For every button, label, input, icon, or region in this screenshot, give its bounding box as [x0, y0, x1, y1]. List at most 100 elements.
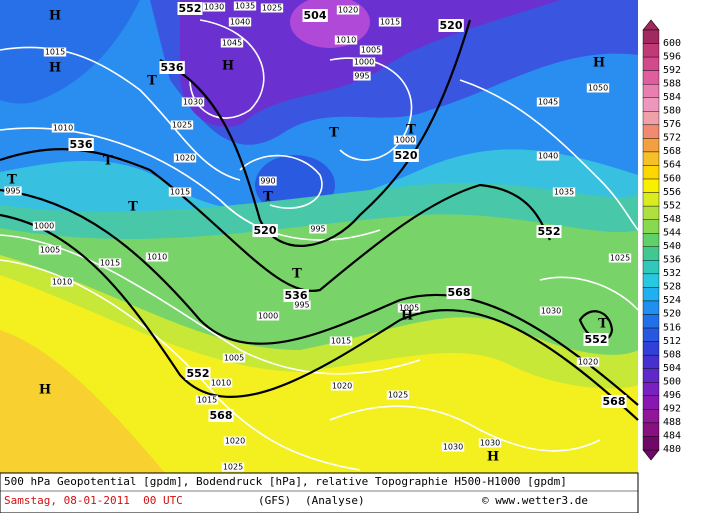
colorbar-swatch: [642, 56, 660, 71]
label-background: [309, 224, 327, 234]
isobar-label: 1035: [554, 188, 574, 197]
colorbar-swatch: [642, 70, 660, 85]
label-background: [159, 61, 185, 74]
isobar-label: 1015: [170, 188, 190, 197]
isobar-label: 1025: [388, 391, 408, 400]
label-background: [228, 17, 252, 27]
colorbar-label: 508: [663, 349, 681, 360]
label-background: [552, 187, 576, 197]
isobar: [539, 276, 639, 311]
isobar: [329, 405, 601, 452]
colorbar-swatch: [642, 124, 660, 139]
colorbar-label: 536: [663, 255, 681, 266]
isobar-label: 1000: [258, 312, 278, 321]
pressure-center: H: [49, 61, 61, 76]
footer-description: 500 hPa Geopotential [gpdm], Bodendruck …: [4, 475, 567, 488]
label-background: [539, 306, 563, 316]
geopotential-label: 520: [395, 149, 418, 162]
colorbar-label: 504: [663, 363, 681, 374]
label-background: [222, 353, 246, 363]
colorbar-label: 584: [663, 92, 681, 103]
colorbar-swatch: [642, 327, 660, 342]
isobar-label: 1015: [197, 396, 217, 405]
pressure-center: T: [103, 154, 113, 169]
isobar-label: 1030: [541, 307, 561, 316]
colorbar-label: 588: [663, 78, 681, 89]
geopotential-label: 536: [285, 289, 308, 302]
colorbar-swatch: [642, 436, 660, 451]
footer-model: (GFS): [258, 494, 291, 507]
colorbar-swatch: [642, 97, 660, 112]
geopotential-label: 504: [304, 9, 327, 22]
isobar-label: 1025: [172, 121, 192, 130]
label-background: [359, 45, 383, 55]
label-background: [195, 395, 219, 405]
isobar-label: 1005: [361, 46, 381, 55]
isobar-label: 1015: [100, 259, 120, 268]
label-background: [170, 120, 194, 130]
geopotential-label: 536: [161, 61, 184, 74]
label-background: [478, 438, 502, 448]
colorbar-swatch: [642, 341, 660, 356]
label-background: [177, 2, 203, 15]
pressure-center: T: [128, 200, 138, 215]
colorbar-swatch: [642, 382, 660, 397]
label-background: [352, 57, 376, 67]
isobar: [459, 79, 639, 231]
geopotential-label: 568: [210, 409, 233, 422]
label-background: [221, 462, 245, 472]
label-background: [43, 47, 67, 57]
colorbar-label: 512: [663, 336, 681, 347]
isobar: [0, 234, 421, 375]
colorbar-label: 556: [663, 187, 681, 198]
label-background: [208, 409, 234, 422]
geopotential-label: 520: [254, 224, 277, 237]
colorbar-label: 568: [663, 146, 681, 157]
contour: [0, 147, 551, 293]
colorbar-swatch: [642, 368, 660, 383]
geopotential-label: 568: [603, 395, 626, 408]
pressure-center: H: [222, 59, 234, 74]
colorbar-swatch: [642, 178, 660, 193]
colorbar-swatch: [642, 83, 660, 98]
label-background: [441, 442, 465, 452]
isobar-label: 1005: [40, 246, 60, 255]
colorbar-label: 532: [663, 268, 681, 279]
footer-copyright: © www.wetter3.de: [482, 494, 588, 507]
colorbar-swatch: [642, 43, 660, 58]
colorbar-label: 520: [663, 309, 681, 320]
label-background: [336, 5, 360, 15]
colorbar-swatch: [642, 300, 660, 315]
geopotential-label: 552: [179, 2, 202, 15]
pressure-center: H: [401, 309, 413, 324]
label-background: [68, 138, 94, 151]
label-background: [220, 38, 244, 48]
isobar-label: 1010: [336, 36, 356, 45]
label-background: [260, 3, 284, 13]
geopotential-label: 552: [585, 333, 608, 346]
isobar-label: 1010: [211, 379, 231, 388]
label-background: [302, 9, 328, 22]
colorbar-label: 592: [663, 65, 681, 76]
isobar-label: 1010: [52, 278, 72, 287]
pressure-center: H: [487, 450, 499, 465]
isobar-label: 1035: [235, 2, 255, 11]
label-background: [329, 336, 353, 346]
colorbar-swatch: [642, 246, 660, 261]
isobar-label: 995: [354, 72, 369, 81]
isobar-label: 1005: [224, 354, 244, 363]
isobar-label: 1030: [204, 3, 224, 12]
footer-date: Samstag, 08-01-2011 00 UTC: [4, 494, 183, 507]
isobar-label: 1025: [223, 463, 243, 472]
pressure-center: T: [7, 173, 17, 188]
isobar-label: 1010: [53, 124, 73, 133]
colorbar-swatch: [642, 151, 660, 166]
colorbar-swatch: [642, 205, 660, 220]
colorbar-label: 572: [663, 133, 681, 144]
geopotential-label: 568: [448, 286, 471, 299]
isobar-label: 1025: [262, 4, 282, 13]
label-background: [608, 253, 632, 263]
label-background: [576, 357, 600, 367]
